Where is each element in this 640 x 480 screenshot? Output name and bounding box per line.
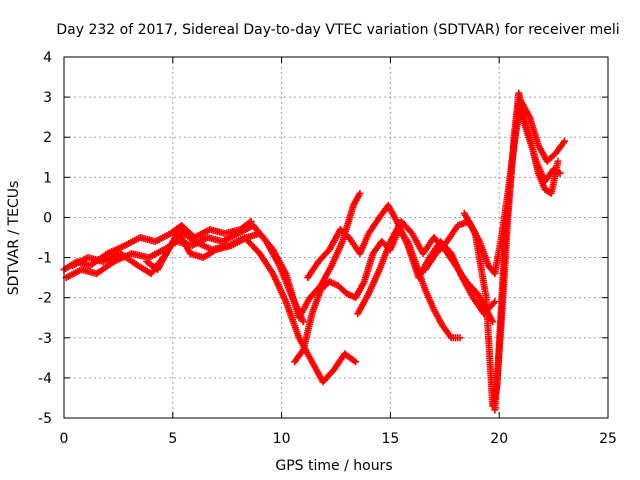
x-tick-label: 25 xyxy=(599,431,617,447)
plot-frame xyxy=(63,56,609,419)
data-point xyxy=(489,299,497,307)
data-point xyxy=(554,157,562,165)
series-trace-6 xyxy=(291,225,464,366)
series-trace-4 xyxy=(143,189,364,322)
x-tick-label: 5 xyxy=(168,431,177,447)
axes: 0 5 10 15 20 25 -5 -4 -3 -2 -1 0 1 2 3 4 xyxy=(38,50,617,447)
y-tick-label: -5 xyxy=(38,411,52,427)
x-axis-label: GPS time / hours xyxy=(275,458,392,474)
data-point xyxy=(556,169,564,177)
y-tick-label: -4 xyxy=(38,371,52,387)
data-point xyxy=(352,358,360,366)
y-tick-label: 4 xyxy=(43,50,52,66)
y-tick-label: 3 xyxy=(43,90,52,106)
y-tick-label: 1 xyxy=(43,170,52,186)
y-tick-label: -3 xyxy=(38,331,52,347)
data-point xyxy=(356,189,364,197)
series-trace-10 xyxy=(491,89,562,414)
y-tick-label: -2 xyxy=(38,291,52,307)
data-markers xyxy=(60,89,568,414)
data-point xyxy=(560,137,568,145)
y-axis-label: SDTVAR / TECUs xyxy=(6,181,22,296)
y-tick-label: -1 xyxy=(38,251,52,267)
data-point xyxy=(491,298,499,306)
x-tick-label: 0 xyxy=(60,431,69,447)
data-point xyxy=(456,334,464,342)
y-tick-label: 0 xyxy=(43,210,52,226)
chart-title: Day 232 of 2017, Sidereal Day-to-day VTE… xyxy=(56,22,619,38)
data-point xyxy=(299,318,307,326)
x-tick-label: 20 xyxy=(490,431,508,447)
y-tick-label: 2 xyxy=(43,130,52,146)
x-tick-label: 15 xyxy=(381,431,399,447)
x-tick-label: 10 xyxy=(273,431,291,447)
